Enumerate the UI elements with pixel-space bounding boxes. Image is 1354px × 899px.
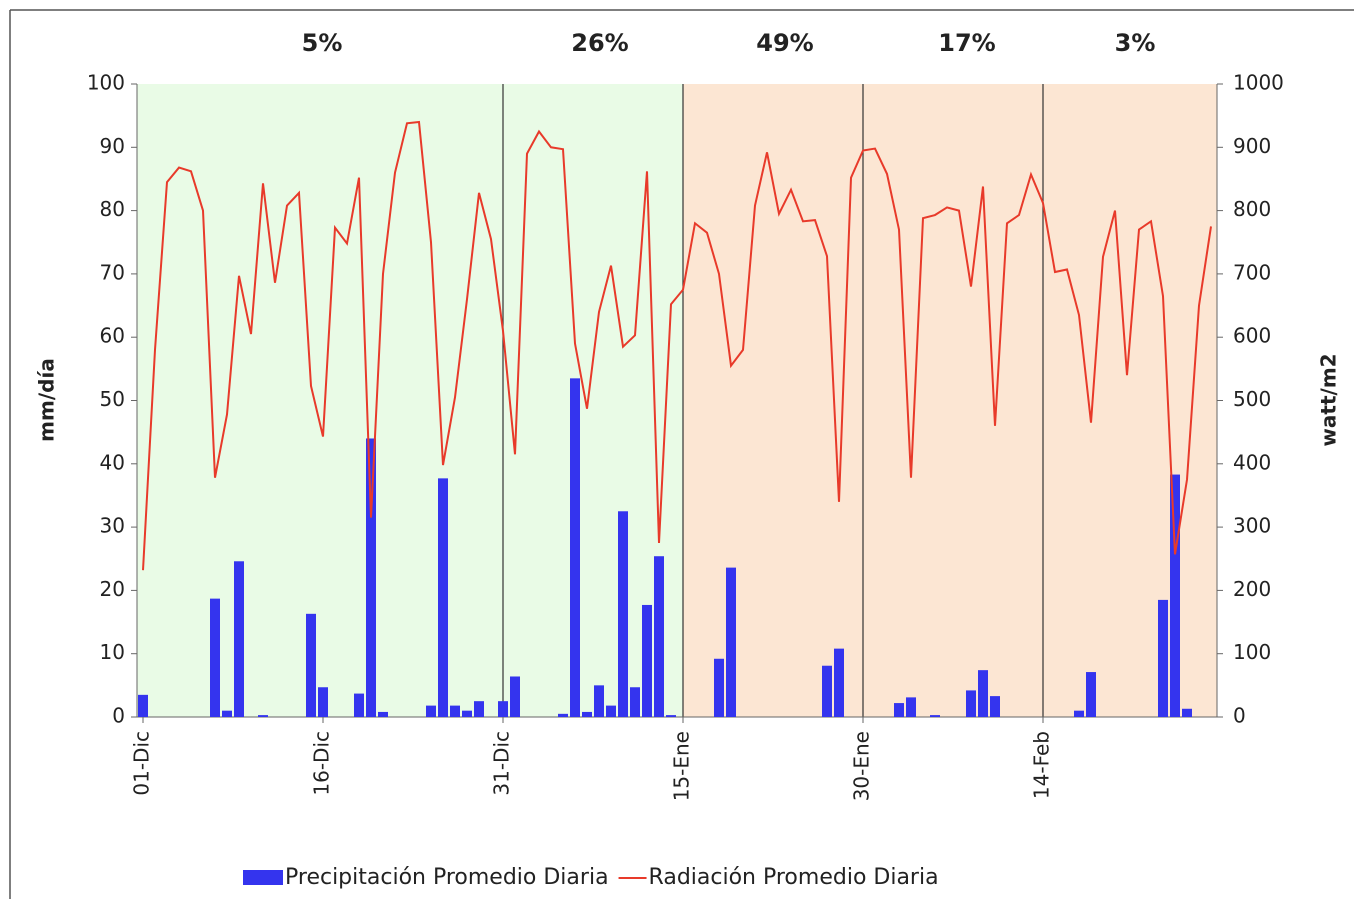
bar bbox=[354, 693, 364, 717]
y2-tick-label: 0 bbox=[1233, 704, 1246, 728]
bar bbox=[930, 715, 940, 717]
y-tick-label: 40 bbox=[100, 450, 125, 474]
legend-label: Precipitación Promedio Diaria bbox=[285, 865, 609, 890]
bar bbox=[306, 613, 316, 717]
y-tick-label: 100 bbox=[87, 71, 125, 95]
period-label: 26% bbox=[571, 29, 628, 57]
bar bbox=[834, 648, 844, 717]
period-label: 5% bbox=[302, 29, 343, 57]
bar bbox=[474, 701, 484, 717]
y-tick-label: 50 bbox=[100, 387, 125, 411]
y2-tick-label: 100 bbox=[1233, 640, 1271, 664]
bar bbox=[618, 511, 628, 717]
bar bbox=[366, 438, 376, 717]
bar bbox=[498, 701, 508, 717]
bar bbox=[1170, 474, 1180, 717]
y2-tick-label: 800 bbox=[1233, 197, 1271, 221]
line bbox=[142, 120, 1212, 571]
bar bbox=[654, 556, 664, 717]
bar bbox=[630, 687, 640, 717]
y-tick-label: 60 bbox=[100, 324, 125, 348]
bar bbox=[642, 604, 652, 717]
y-tick-label: 20 bbox=[100, 577, 125, 601]
y2-tick-label: 700 bbox=[1233, 260, 1271, 284]
bar bbox=[450, 705, 460, 717]
y2-tick-label: 1000 bbox=[1233, 71, 1284, 95]
y-tick-label: 80 bbox=[100, 197, 125, 221]
bar bbox=[222, 710, 232, 717]
x-tick-label: 14-Feb bbox=[1030, 731, 1054, 799]
bar bbox=[594, 685, 604, 717]
y2-tick-label: 300 bbox=[1233, 514, 1271, 538]
bar bbox=[438, 478, 448, 717]
bar bbox=[978, 670, 988, 717]
bar bbox=[894, 703, 904, 717]
bar bbox=[1086, 672, 1096, 717]
bar bbox=[462, 710, 472, 717]
y2-tick-label: 600 bbox=[1233, 324, 1271, 348]
y2-tick-label: 900 bbox=[1233, 134, 1271, 158]
bar bbox=[666, 715, 676, 717]
bar bbox=[582, 711, 592, 717]
bar bbox=[378, 711, 388, 717]
bar bbox=[606, 705, 616, 717]
period-label: 49% bbox=[756, 29, 813, 57]
y2-tick-label: 400 bbox=[1233, 450, 1271, 474]
bar bbox=[906, 697, 916, 717]
y-tick-label: 30 bbox=[100, 514, 125, 538]
y2-axis-label: watt/m2 bbox=[1317, 353, 1341, 446]
bar bbox=[966, 690, 976, 717]
bar bbox=[714, 658, 724, 717]
y-tick-label: 10 bbox=[100, 640, 125, 664]
bar bbox=[138, 694, 148, 717]
bar bbox=[726, 567, 736, 717]
legend-swatch bbox=[243, 870, 283, 885]
period-shade bbox=[683, 84, 1217, 717]
bar bbox=[510, 676, 520, 717]
period-label: 3% bbox=[1115, 29, 1156, 57]
y-tick-label: 0 bbox=[112, 704, 125, 728]
bar bbox=[426, 705, 436, 717]
y-tick-label: 70 bbox=[100, 260, 125, 284]
bar bbox=[822, 665, 832, 717]
x-tick-label: 01-Dic bbox=[130, 731, 154, 796]
bar bbox=[558, 713, 568, 717]
y-tick-label: 90 bbox=[100, 134, 125, 158]
bar bbox=[1158, 599, 1168, 717]
period-label: 17% bbox=[938, 29, 995, 57]
bar bbox=[210, 598, 220, 717]
bar bbox=[1182, 708, 1192, 717]
y2-tick-label: 500 bbox=[1233, 387, 1271, 411]
x-tick-label: 31-Dic bbox=[490, 731, 514, 796]
legend-label: Radiación Promedio Diaria bbox=[649, 865, 939, 890]
x-tick-label: 30-Ene bbox=[850, 731, 874, 801]
x-tick-label: 15-Ene bbox=[670, 731, 694, 801]
bar bbox=[1074, 710, 1084, 717]
y2-tick-label: 200 bbox=[1233, 577, 1271, 601]
bar bbox=[234, 561, 244, 717]
bar bbox=[570, 378, 580, 717]
y-axis-label: mm/día bbox=[35, 358, 59, 442]
bar bbox=[990, 696, 1000, 717]
bar bbox=[258, 715, 268, 717]
x-tick-label: 16-Dic bbox=[310, 731, 334, 796]
bar bbox=[318, 687, 328, 717]
